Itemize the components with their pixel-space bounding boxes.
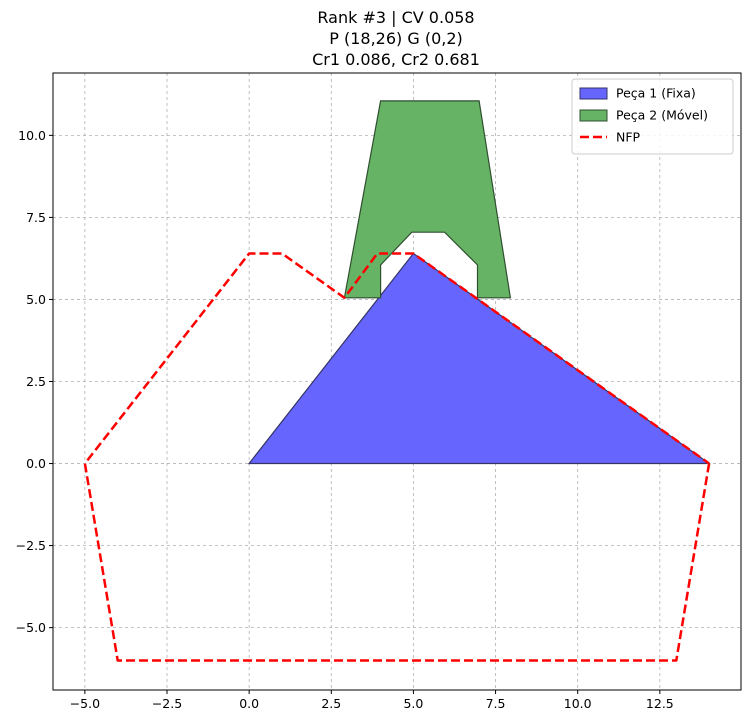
x-tick-label: −2.5 [152, 696, 182, 711]
y-tick-label: 0.0 [26, 456, 46, 471]
chart-title-line-2: P (18,26) G (0,2) [329, 29, 463, 48]
legend-label: Peça 2 (Móvel) [616, 108, 708, 123]
chart-title-line-1: Rank #3 | CV 0.058 [317, 8, 475, 27]
y-tick-label: 7.5 [26, 210, 46, 225]
plot-series [83, 100, 711, 662]
y-tick-label: 10.0 [18, 128, 46, 143]
legend: Peça 1 (Fixa) Peça 2 (Móvel) NFP [571, 78, 734, 155]
x-tick-label: 12.5 [646, 696, 674, 711]
legend-swatch-piece-2 [579, 109, 608, 122]
piece-2-mobile-polygon [343, 100, 512, 299]
y-tick-label: −5.0 [16, 620, 46, 635]
x-tick-label: 5.0 [403, 696, 423, 711]
x-tick-label: 7.5 [486, 696, 506, 711]
x-tick-label: 10.0 [564, 696, 592, 711]
legend-label: Peça 1 (Fixa) [616, 86, 696, 101]
legend-box [571, 78, 734, 155]
chart-title-line-3: Cr1 0.086, Cr2 0.681 [312, 50, 480, 69]
x-tick-label: −5.0 [70, 696, 100, 711]
x-tick-label: 2.5 [321, 696, 341, 711]
legend-swatch-piece-1 [579, 87, 608, 100]
y-tick-label: 2.5 [26, 374, 46, 389]
y-tick-label: 5.0 [26, 292, 46, 307]
axis-ticks: −5.0 −2.5 0.0 2.5 5.0 7.5 10.0 12.5 −5.0 −2.5 0.0 2… [16, 128, 674, 711]
legend-label: NFP [616, 130, 641, 145]
nfp-dashed-line [83, 252, 711, 662]
y-tick-label: −2.5 [16, 538, 46, 553]
x-tick-label: 0.0 [239, 696, 259, 711]
